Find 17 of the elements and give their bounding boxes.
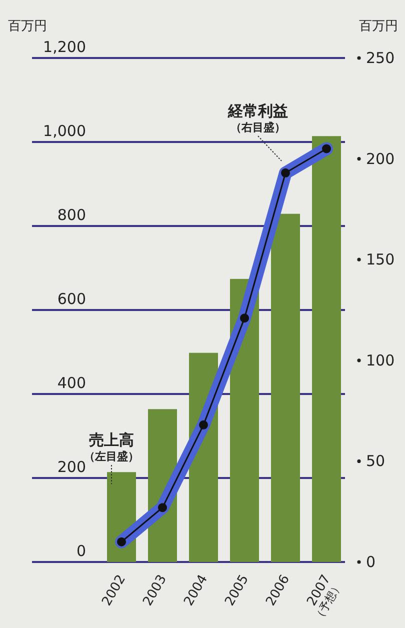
y2-tick-label: 150 — [366, 250, 395, 269]
y-axis-title: 百万円 — [8, 19, 47, 34]
y-tick-label: 600 — [57, 290, 86, 308]
y2-tick-label: 0 — [366, 553, 376, 571]
y-tick-label: 1,000 — [43, 122, 86, 140]
y2-tick-label: 200 — [366, 150, 395, 168]
y2-tick-label: 50 — [366, 452, 386, 470]
y2-axis-title: 百万円 — [359, 19, 398, 34]
y2-tick-label: 250 — [366, 49, 395, 67]
y-tick-label: 400 — [57, 374, 86, 392]
text: 経常利益（右目盛） — [227, 102, 288, 134]
series-label: 売上高（左目盛） — [84, 431, 139, 463]
y-tick-label: 800 — [57, 206, 86, 224]
y-tick-label: 1,200 — [43, 38, 86, 56]
y2-tick-label: 100 — [366, 351, 395, 370]
y-tick-label: 200 — [57, 458, 86, 476]
y-tick-label: 0 — [76, 542, 86, 560]
